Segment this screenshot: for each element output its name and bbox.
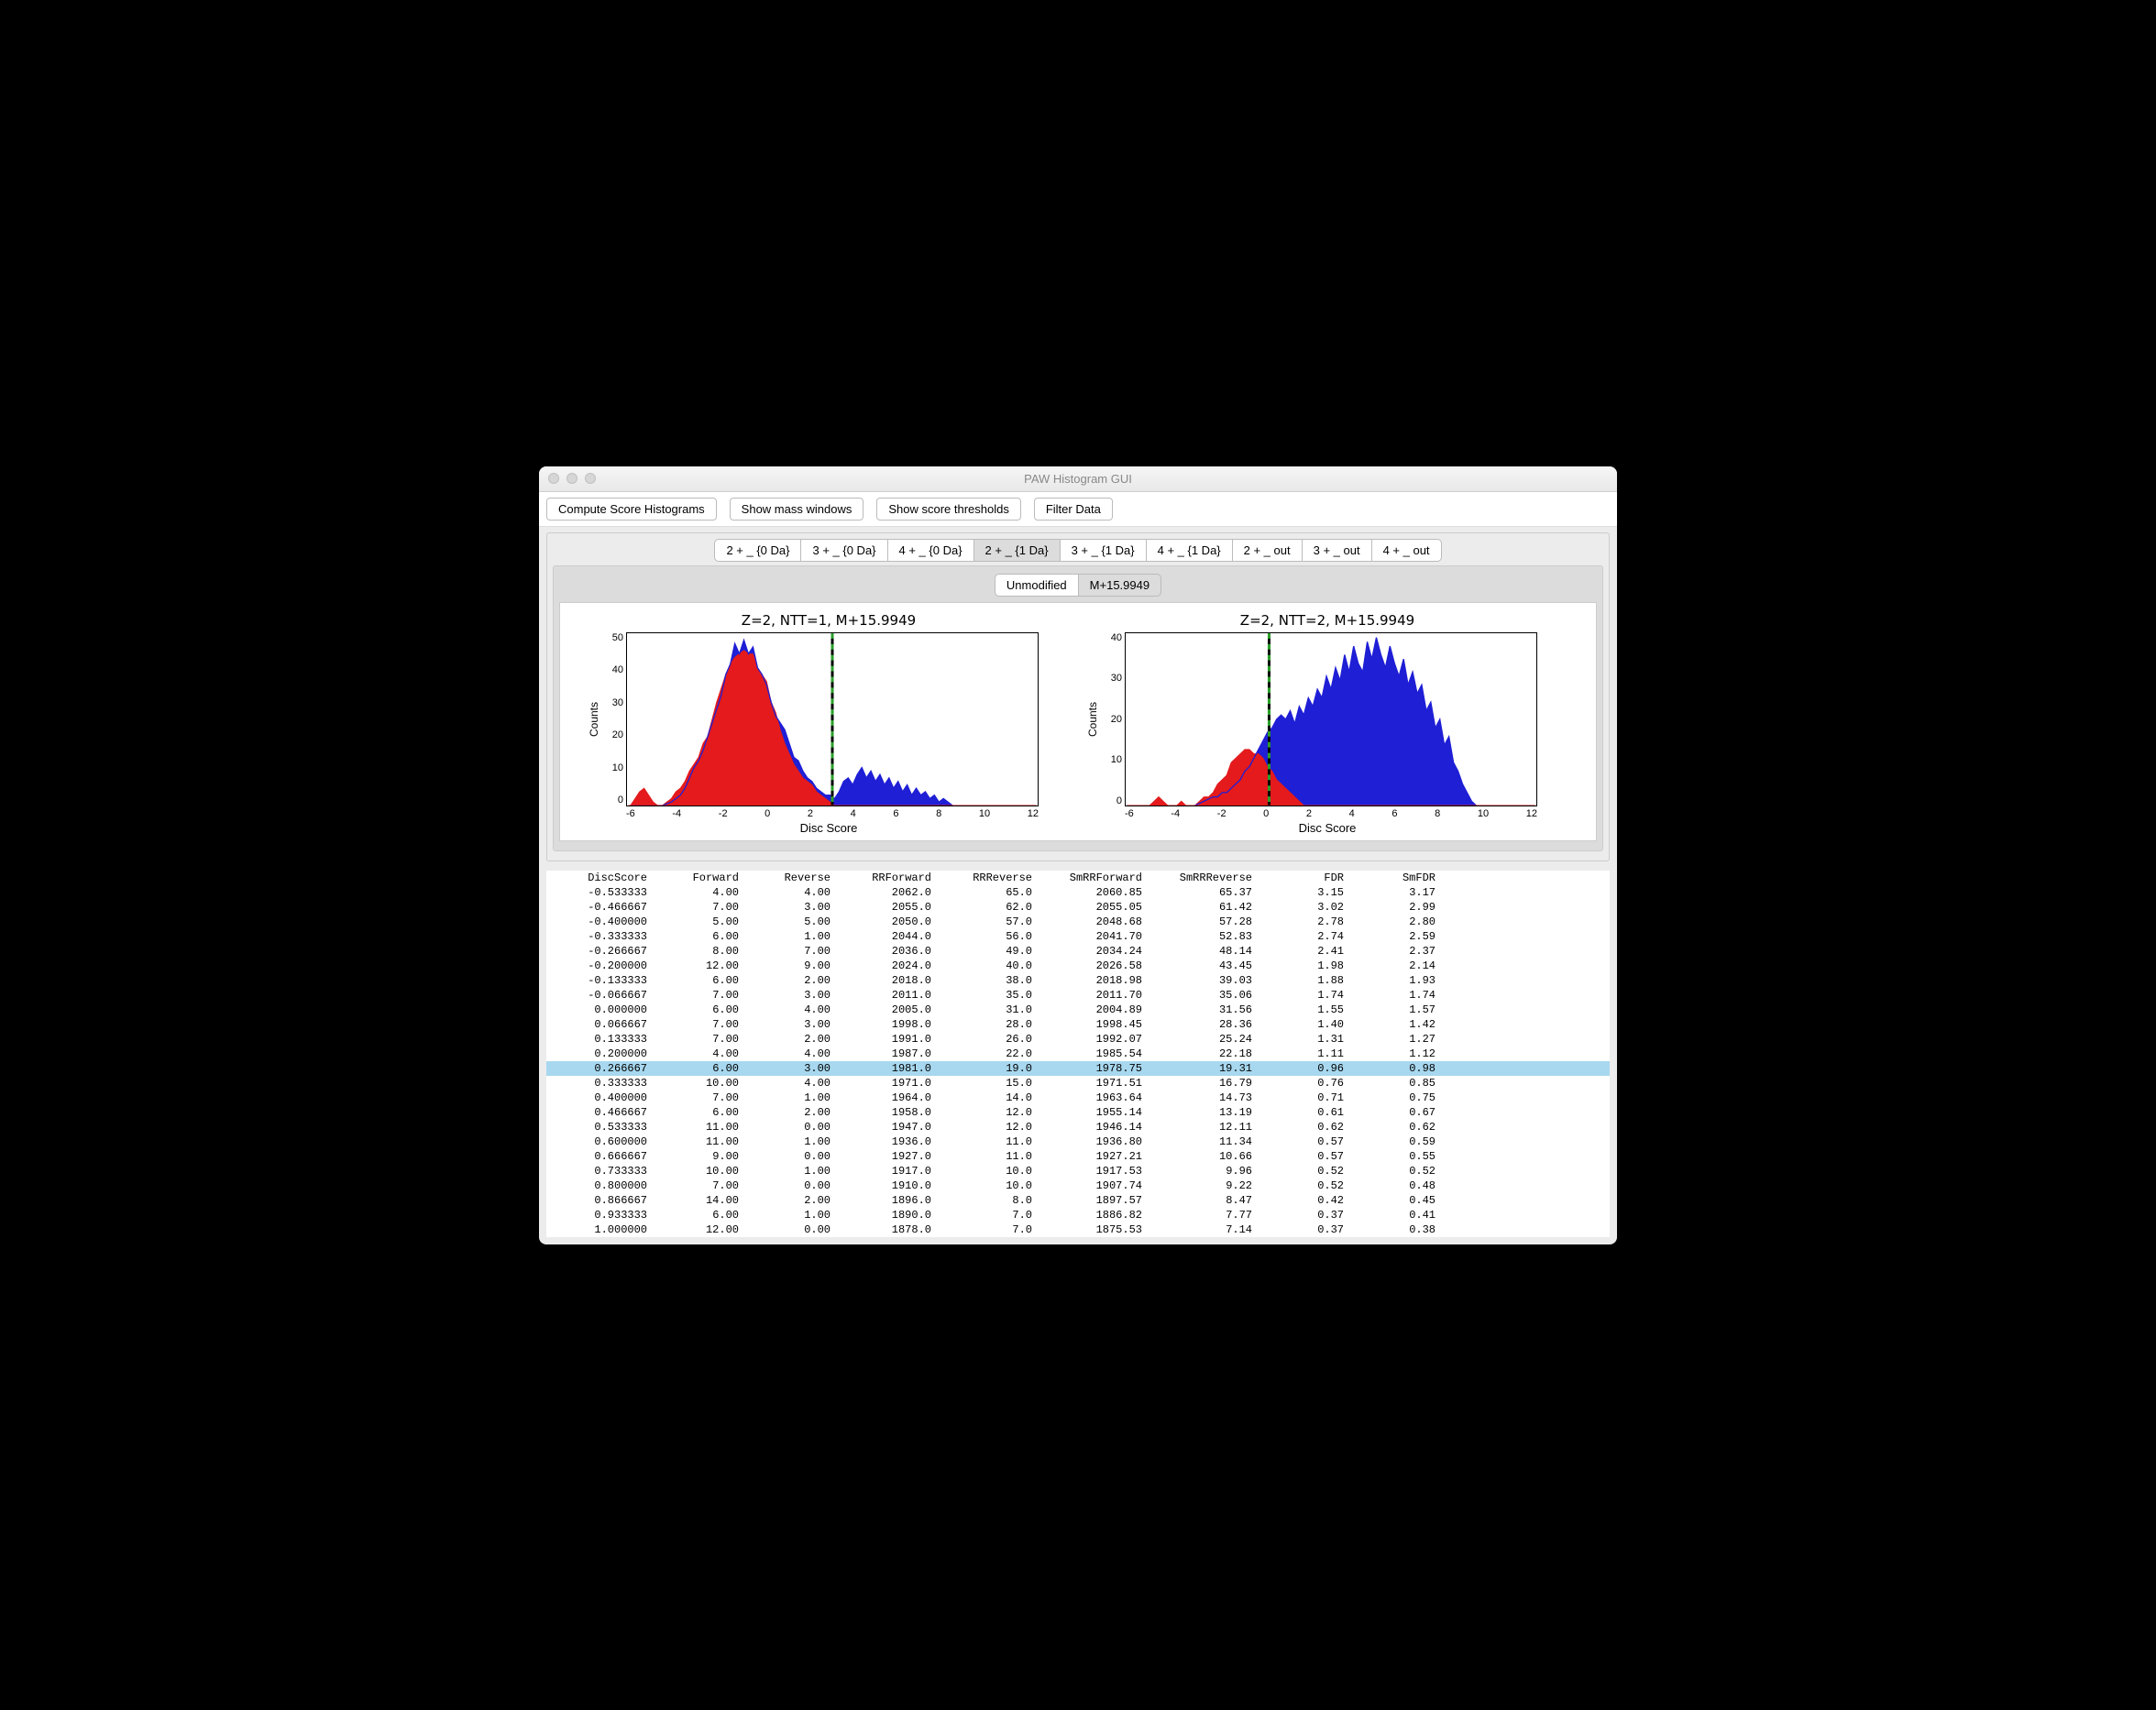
tab-charge-0[interactable]: 2 + _ {0 Da} bbox=[714, 539, 800, 562]
inner-tab-panel: UnmodifiedM+15.9949 Z=2, NTT=1, M+15.994… bbox=[553, 565, 1603, 851]
tab-charge-4[interactable]: 3 + _ {1 Da} bbox=[1060, 539, 1146, 562]
toolbar: Compute Score Histograms Show mass windo… bbox=[539, 492, 1617, 527]
tab-charge-6[interactable]: 2 + _ out bbox=[1232, 539, 1302, 562]
compute-histograms-button[interactable]: Compute Score Histograms bbox=[546, 498, 717, 521]
table-row[interactable]: 0.86666714.00 2.001896.0 8.01897.57 8.47… bbox=[546, 1193, 1610, 1208]
chart-right-xticks: -6-4-2024681012 bbox=[1125, 806, 1537, 819]
column-header-SmRRForward[interactable]: SmRRForward bbox=[1032, 871, 1142, 885]
tab-charge-7[interactable]: 3 + _ out bbox=[1302, 539, 1371, 562]
table-row[interactable]: -0.400000 5.00 5.002050.057.02048.6857.2… bbox=[546, 915, 1610, 929]
tab-charge-3[interactable]: 2 + _ {1 Da} bbox=[974, 539, 1060, 562]
modification-tabs: UnmodifiedM+15.9949 bbox=[559, 574, 1597, 597]
column-header-Reverse[interactable]: Reverse bbox=[739, 871, 830, 885]
table-row[interactable]: -0.466667 7.00 3.002055.062.02055.0561.4… bbox=[546, 900, 1610, 915]
table-row[interactable]: 0.800000 7.00 0.001910.010.01907.74 9.22… bbox=[546, 1178, 1610, 1193]
chart-left-xticks: -6-4-2024681012 bbox=[626, 806, 1039, 819]
chart-right-plot bbox=[1125, 632, 1537, 806]
titlebar: PAW Histogram GUI bbox=[539, 466, 1617, 492]
tab-charge-1[interactable]: 3 + _ {0 Da} bbox=[800, 539, 886, 562]
table-row[interactable]: 0.200000 4.00 4.001987.022.01985.5422.18… bbox=[546, 1047, 1610, 1061]
column-header-RRForward[interactable]: RRForward bbox=[830, 871, 931, 885]
chart-right-yticks: 403020100 bbox=[1101, 632, 1125, 806]
table-row[interactable]: 0.000000 6.00 4.002005.031.02004.8931.56… bbox=[546, 1003, 1610, 1017]
table-row[interactable]: 0.266667 6.00 3.001981.019.01978.7519.31… bbox=[546, 1061, 1610, 1076]
data-table: DiscScoreForwardReverseRRForwardRRRevers… bbox=[546, 871, 1610, 1237]
chart-left-ylabel: Counts bbox=[586, 632, 602, 806]
table-row[interactable]: 0.066667 7.00 3.001998.028.01998.4528.36… bbox=[546, 1017, 1610, 1032]
table-row[interactable]: -0.266667 8.00 7.002036.049.02034.2448.1… bbox=[546, 944, 1610, 959]
table-row[interactable]: 1.00000012.00 0.001878.0 7.01875.53 7.14… bbox=[546, 1222, 1610, 1237]
table-row[interactable]: 0.933333 6.00 1.001890.0 7.01886.82 7.77… bbox=[546, 1208, 1610, 1222]
table-row[interactable]: 0.133333 7.00 2.001991.026.01992.0725.24… bbox=[546, 1032, 1610, 1047]
charge-mass-tabs: 2 + _ {0 Da}3 + _ {0 Da}4 + _ {0 Da}2 + … bbox=[553, 539, 1603, 562]
tab-charge-2[interactable]: 4 + _ {0 Da} bbox=[887, 539, 974, 562]
chart-right: Z=2, NTT=2, M+15.9949 Counts 403020100 -… bbox=[1084, 612, 1570, 835]
column-header-SmRRReverse[interactable]: SmRRReverse bbox=[1142, 871, 1252, 885]
table-header-row: DiscScoreForwardReverseRRForwardRRRevers… bbox=[546, 871, 1610, 885]
chart-left-xlabel: Disc Score bbox=[586, 821, 1072, 835]
table-row[interactable]: -0.533333 4.00 4.002062.065.02060.8565.3… bbox=[546, 885, 1610, 900]
outer-tab-panel: 2 + _ {0 Da}3 + _ {0 Da}4 + _ {0 Da}2 + … bbox=[546, 532, 1610, 861]
chart-left-plot bbox=[626, 632, 1039, 806]
tab-mod-1[interactable]: M+15.9949 bbox=[1078, 574, 1161, 597]
tab-charge-5[interactable]: 4 + _ {1 Da} bbox=[1146, 539, 1232, 562]
column-header-DiscScore[interactable]: DiscScore bbox=[546, 871, 647, 885]
column-header-RRReverse[interactable]: RRReverse bbox=[931, 871, 1032, 885]
column-header-FDR[interactable]: FDR bbox=[1252, 871, 1344, 885]
table-row[interactable]: -0.20000012.00 9.002024.040.02026.5843.4… bbox=[546, 959, 1610, 973]
tab-charge-8[interactable]: 4 + _ out bbox=[1371, 539, 1442, 562]
chart-left-yticks: 50403020100 bbox=[602, 632, 626, 806]
tab-mod-0[interactable]: Unmodified bbox=[995, 574, 1078, 597]
chart-right-xlabel: Disc Score bbox=[1084, 821, 1570, 835]
filter-data-button[interactable]: Filter Data bbox=[1034, 498, 1113, 521]
table-row[interactable]: -0.066667 7.00 3.002011.035.02011.7035.0… bbox=[546, 988, 1610, 1003]
content-area: 2 + _ {0 Da}3 + _ {0 Da}4 + _ {0 Da}2 + … bbox=[539, 527, 1617, 861]
charts-panel: Z=2, NTT=1, M+15.9949 Counts 50403020100… bbox=[559, 602, 1597, 841]
table-row[interactable]: -0.333333 6.00 1.002044.056.02041.7052.8… bbox=[546, 929, 1610, 944]
data-table-container[interactable]: DiscScoreForwardReverseRRForwardRRRevers… bbox=[546, 871, 1610, 1237]
column-header-SmFDR[interactable]: SmFDR bbox=[1344, 871, 1436, 885]
app-window: PAW Histogram GUI Compute Score Histogra… bbox=[539, 466, 1617, 1244]
table-row[interactable]: 0.73333310.00 1.001917.010.01917.53 9.96… bbox=[546, 1164, 1610, 1178]
table-row[interactable]: 0.33333310.00 4.001971.015.01971.5116.79… bbox=[546, 1076, 1610, 1091]
table-row[interactable]: 0.400000 7.00 1.001964.014.01963.6414.73… bbox=[546, 1091, 1610, 1105]
column-header-Forward[interactable]: Forward bbox=[647, 871, 739, 885]
table-row[interactable]: -0.133333 6.00 2.002018.038.02018.9839.0… bbox=[546, 973, 1610, 988]
table-row[interactable]: 0.60000011.00 1.001936.011.01936.8011.34… bbox=[546, 1135, 1610, 1149]
chart-right-title: Z=2, NTT=2, M+15.9949 bbox=[1084, 612, 1570, 629]
show-mass-windows-button[interactable]: Show mass windows bbox=[730, 498, 864, 521]
chart-right-ylabel: Counts bbox=[1084, 632, 1101, 806]
show-score-thresholds-button[interactable]: Show score thresholds bbox=[876, 498, 1021, 521]
chart-left-title: Z=2, NTT=1, M+15.9949 bbox=[586, 612, 1072, 629]
table-row[interactable]: 0.466667 6.00 2.001958.012.01955.1413.19… bbox=[546, 1105, 1610, 1120]
window-title: PAW Histogram GUI bbox=[539, 472, 1617, 486]
table-body: -0.533333 4.00 4.002062.065.02060.8565.3… bbox=[546, 885, 1610, 1237]
table-row[interactable]: 0.666667 9.00 0.001927.011.01927.2110.66… bbox=[546, 1149, 1610, 1164]
chart-left: Z=2, NTT=1, M+15.9949 Counts 50403020100… bbox=[586, 612, 1072, 835]
table-row[interactable]: 0.53333311.00 0.001947.012.01946.1412.11… bbox=[546, 1120, 1610, 1135]
